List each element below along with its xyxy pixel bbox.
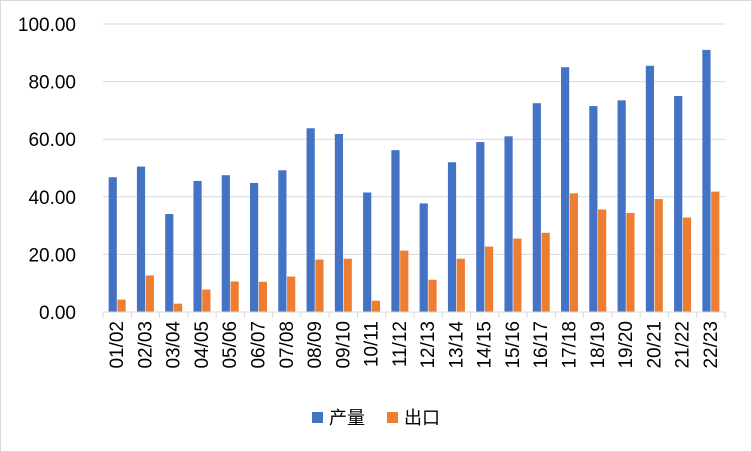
bar-series-1 — [145, 275, 154, 312]
x-tick-label: 10/11 — [362, 321, 383, 367]
bar-series-0 — [561, 67, 570, 312]
bar-series-0 — [136, 166, 146, 312]
x-tick-label: 06/07 — [249, 321, 270, 369]
bar-series-1 — [230, 281, 239, 312]
bar-series-0 — [674, 96, 683, 312]
bars — [108, 49, 720, 313]
bar-series-1 — [400, 250, 409, 312]
x-tick-label: 05/06 — [220, 321, 241, 369]
bar-series-0 — [278, 170, 287, 312]
bar-series-0 — [363, 192, 372, 312]
y-tick-label: 80.00 — [28, 73, 76, 94]
bar-series-0 — [645, 65, 655, 312]
legend-swatch-series-0 — [312, 411, 323, 423]
bar-series-1 — [626, 212, 635, 312]
legend-item-series-1: 出口 — [387, 404, 440, 430]
bar-series-1 — [343, 258, 352, 312]
x-axis — [102, 311, 726, 318]
bar-series-1 — [598, 209, 607, 312]
x-tick-label: 14/15 — [475, 321, 496, 369]
bar-series-1 — [513, 238, 522, 312]
legend-item-series-0: 产量 — [312, 404, 365, 430]
y-tick-label: 0.00 — [39, 303, 76, 324]
x-tick-label: 02/03 — [135, 321, 156, 369]
bar-series-1 — [117, 299, 126, 312]
legend-label-series-1: 出口 — [404, 408, 440, 429]
bar-series-0 — [419, 203, 428, 312]
bar-series-1 — [258, 281, 267, 312]
bar-series-0 — [108, 177, 117, 312]
bar-series-0 — [702, 49, 711, 313]
bar-series-0 — [250, 182, 259, 312]
x-tick-label: 22/23 — [701, 321, 722, 369]
x-tick-label: 17/18 — [560, 321, 581, 369]
bar-series-0 — [504, 136, 513, 312]
bar-series-0 — [447, 162, 457, 312]
x-tick-label: 12/13 — [418, 321, 439, 369]
bar-series-0 — [193, 180, 202, 312]
legend: 产量 出口 — [0, 404, 752, 430]
bar-series-0 — [306, 128, 315, 312]
bar-series-1 — [428, 279, 437, 312]
bar-series-0 — [391, 150, 400, 312]
legend-label-series-0: 产量 — [329, 408, 365, 429]
bar-series-1 — [682, 217, 692, 312]
x-tick-label: 21/22 — [673, 321, 694, 369]
bar-series-0 — [617, 100, 626, 312]
x-tick-label: 08/09 — [305, 321, 326, 369]
y-tick-label: 20.00 — [28, 245, 76, 266]
x-tick-label: 16/17 — [531, 321, 552, 369]
bar-series-0 — [165, 214, 174, 312]
bar-series-0 — [532, 103, 541, 312]
bar-series-1 — [456, 258, 465, 312]
bar-series-1 — [173, 303, 183, 312]
x-tick-label: 15/16 — [503, 321, 524, 369]
x-axis-tick-labels: 01/02 02/03 03/04 04/05 05/06 06/07 07/08 08/09… — [107, 321, 722, 369]
bar-series-1 — [569, 193, 578, 312]
x-tick-label: 09/10 — [333, 321, 354, 369]
x-tick-label: 11/12 — [390, 321, 411, 367]
bar-series-1 — [711, 191, 720, 312]
bar-series-1 — [371, 300, 381, 312]
y-tick-label: 60.00 — [28, 130, 76, 151]
x-tick-label: 01/02 — [107, 321, 128, 369]
bar-series-0 — [476, 142, 485, 312]
bar-series-1 — [315, 259, 324, 312]
y-tick-label: 100.00 — [18, 15, 76, 36]
bar-series-1 — [654, 199, 663, 312]
bar-series-1 — [287, 276, 296, 312]
bar-series-1 — [541, 232, 550, 312]
legend-swatch-series-1 — [387, 411, 398, 423]
bar-series-0 — [221, 175, 230, 312]
x-tick-label: 18/19 — [588, 321, 609, 369]
y-axis-tick-labels: 0.00 20.00 40.00 60.00 80.00 100.00 — [18, 15, 76, 324]
x-tick-label: 07/08 — [277, 321, 298, 369]
x-tick-label: 20/21 — [644, 321, 665, 369]
bar-series-1 — [484, 246, 494, 312]
x-tick-label: 04/05 — [192, 321, 213, 369]
bar-series-0 — [334, 134, 344, 312]
y-tick-label: 40.00 — [28, 188, 76, 209]
x-tick-label: 19/20 — [616, 321, 637, 369]
x-tick-label: 03/04 — [164, 321, 185, 369]
bar-series-1 — [202, 289, 211, 312]
x-tick-label: 13/14 — [446, 321, 467, 369]
bar-series-0 — [589, 106, 598, 312]
